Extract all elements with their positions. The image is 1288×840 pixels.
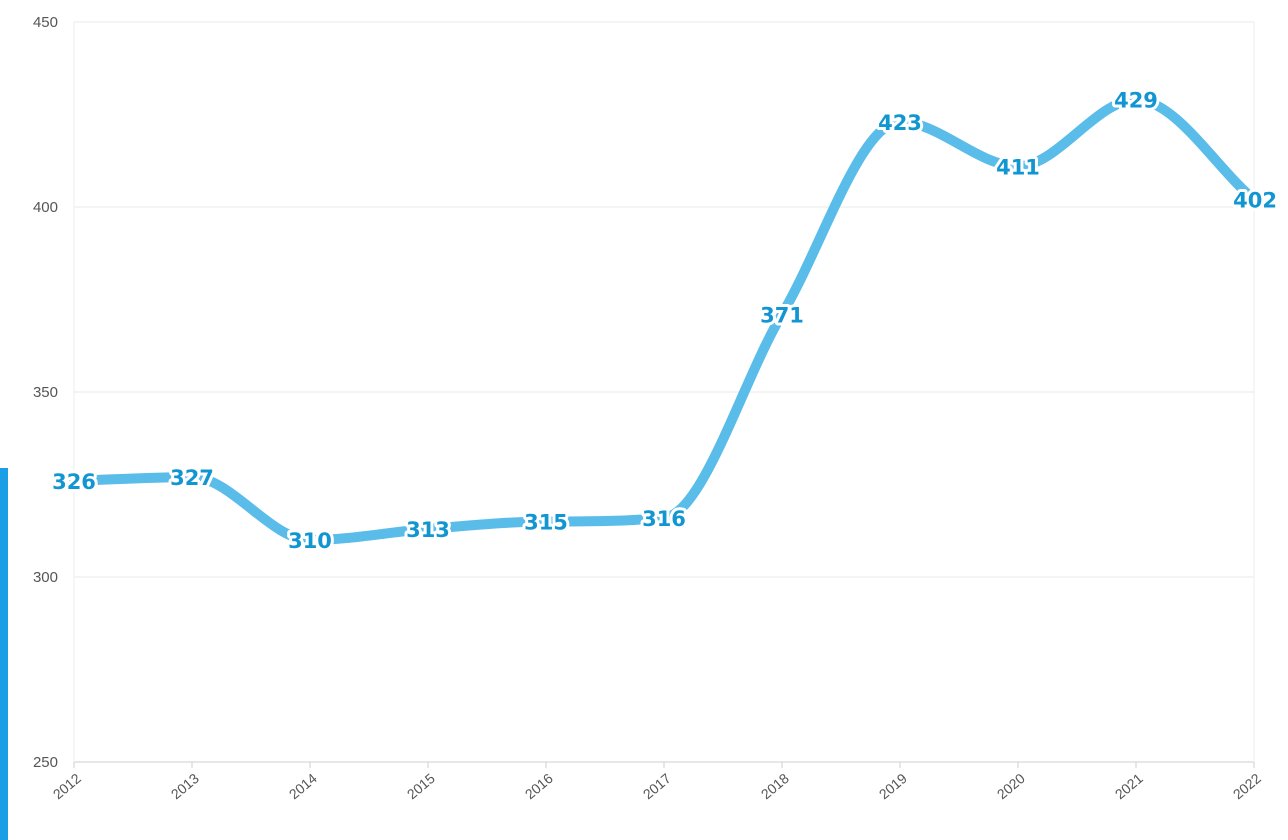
data-label-2019: 423: [878, 111, 922, 135]
data-label-2015: 313: [406, 518, 450, 542]
x-tick-label-2016: 2016: [522, 770, 556, 802]
data-label-2020: 411: [996, 155, 1040, 179]
y-tick-label-350: 350: [33, 384, 58, 401]
y-tick-labels: 250 300 350 400 450: [33, 14, 58, 771]
x-tick-label-2020: 2020: [994, 770, 1028, 802]
x-tick-label-2012: 2012: [50, 770, 84, 802]
data-label-2016: 315: [524, 511, 568, 535]
data-label-2014: 310: [288, 529, 332, 553]
x-tick-label-2022: 2022: [1230, 770, 1264, 802]
data-label-2012: 326: [52, 470, 96, 494]
data-label-2017: 316: [642, 507, 686, 531]
y-tick-label-250: 250: [33, 754, 58, 771]
x-tick-label-2017: 2017: [640, 770, 674, 802]
data-label-2021: 429: [1114, 89, 1158, 113]
data-label-2013: 327: [170, 466, 214, 490]
data-label-2018: 371: [760, 303, 804, 327]
grid-lines: [73, 21, 1255, 763]
series-line: [69, 94, 1259, 545]
x-tick-label-2019: 2019: [876, 770, 910, 802]
y-tick-label-400: 400: [33, 199, 58, 216]
y-tick-label-300: 300: [33, 569, 58, 586]
x-tick-label-2014: 2014: [286, 770, 320, 802]
x-tick-label-2013: 2013: [168, 770, 202, 802]
series: [69, 94, 1259, 545]
x-tick-label-2015: 2015: [404, 770, 438, 802]
y-tick-label-450: 450: [33, 14, 58, 31]
x-tick-label-2018: 2018: [758, 770, 792, 802]
x-tick-label-2021: 2021: [1112, 770, 1146, 802]
data-label-2022: 402: [1233, 189, 1277, 213]
axes: [73, 762, 1255, 768]
accent-bar: [0, 468, 8, 840]
x-tick-labels: 2012 2013 2014 2015 2016 2017 2018 2019 2020 2021…: [50, 770, 1264, 802]
data-labels: 326 327 310 313 315 316 371 423 411 429 402: [49, 86, 1280, 556]
